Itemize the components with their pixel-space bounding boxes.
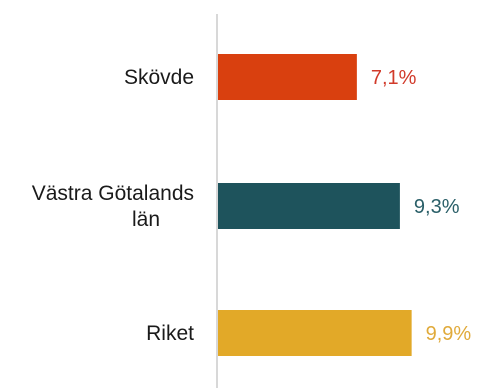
value-label-0: 7,1% (371, 67, 417, 89)
bar-2 (218, 310, 412, 356)
value-label-1: 9,3% (414, 196, 460, 218)
value-labels-group: 7,1% 9,3% 9,9% (371, 67, 472, 345)
bars-group (218, 54, 412, 356)
category-label-0: Skövde (124, 66, 194, 89)
value-label-2: 9,9% (426, 323, 472, 345)
category-labels-group: Skövde Västra Götalands län Riket (32, 66, 194, 345)
bar-1 (218, 183, 400, 229)
bar-0 (218, 54, 357, 100)
category-label-2: Riket (146, 322, 194, 345)
category-label-1: Västra Götalands län (32, 182, 194, 231)
